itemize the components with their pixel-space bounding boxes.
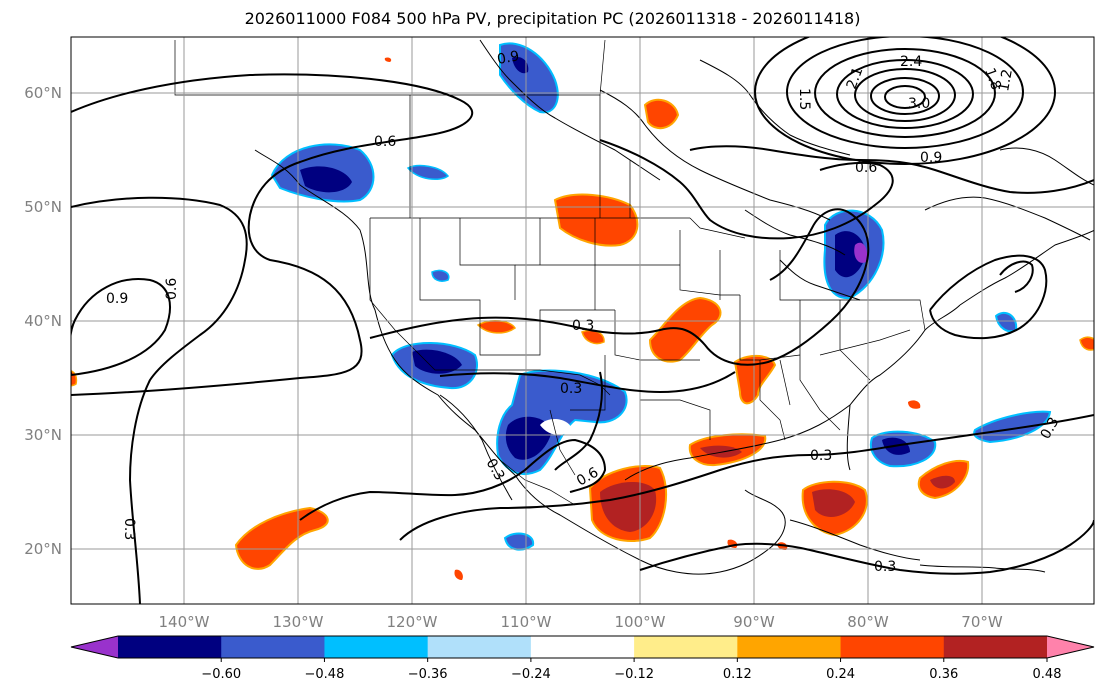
lon-label: 70°W	[961, 613, 1003, 631]
lat-label: 40°N	[24, 312, 62, 330]
colorbar-tick-label: 0.48	[1033, 667, 1062, 682]
state-borders	[174, 39, 926, 506]
lon-label: 120°W	[387, 613, 438, 631]
colorbar-outline	[70, 635, 1095, 659]
colorbar-segment	[324, 636, 429, 658]
map-title: 2026011000 F084 500 hPa PV, precipitatio…	[244, 9, 861, 28]
contour-label: 0.9	[496, 48, 521, 68]
colorbar-extend-high	[1047, 636, 1094, 658]
lon-label: 110°W	[501, 613, 552, 631]
pv-contours	[71, 37, 1094, 604]
contour-label: 0.9	[920, 150, 942, 166]
colorbar-tick-label: −0.48	[305, 667, 345, 682]
contour-label: 2.1	[844, 65, 867, 91]
colorbar-tick-label: −0.36	[408, 667, 448, 682]
colorbar-segment	[530, 636, 635, 658]
latitude-labels: 60°N 50°N 40°N 30°N 20°N	[24, 84, 62, 558]
lon-label: 140°W	[159, 613, 210, 631]
colorbar-tick-label: −0.60	[201, 667, 241, 682]
contour-label: 2.4	[900, 54, 922, 70]
map-frame	[70, 36, 1095, 605]
contour-label: 0.3	[810, 448, 832, 464]
colorbar-tick-label: 0.36	[929, 667, 958, 682]
colorbar-tick-label: −0.24	[511, 667, 551, 682]
contour-label: 0.9	[106, 291, 128, 307]
colorbar-segment	[943, 636, 1048, 658]
colorbar-segment	[427, 636, 532, 658]
contour-label: 0.3	[560, 381, 582, 397]
colorbar-segment	[840, 636, 945, 658]
colorbar-extend-low	[71, 636, 118, 658]
contour-label: 1.2	[996, 68, 1016, 93]
colorbar-segment	[634, 636, 738, 658]
gridlines	[71, 37, 1094, 604]
contour-label: 0.3	[572, 318, 594, 334]
lon-label: 100°W	[615, 613, 666, 631]
lat-label: 50°N	[24, 198, 62, 216]
contour-label: 0.6	[374, 134, 396, 150]
contour-label: 1.5	[796, 88, 812, 110]
lon-label: 130°W	[273, 613, 324, 631]
longitude-labels: 140°W 130°W 120°W 110°W 100°W 90°W 80°W …	[159, 613, 1003, 631]
colorbar: −0.60 −0.48 −0.36 −0.24 −0.12 0.12 0.24 0.36 0.4…	[70, 635, 1095, 682]
colorbar-tick-label: 0.12	[723, 667, 752, 682]
contour-label: 0.3	[121, 518, 137, 540]
colorbar-tick-label: 0.24	[826, 667, 855, 682]
lon-label: 80°W	[847, 613, 889, 631]
colorbar-segment	[221, 636, 325, 658]
colorbar-segment	[118, 636, 222, 658]
contour-labels: 0.6 0.9 0.6 0.3 0.3 0.3 0.6 0.3 0.3 0.9 …	[106, 48, 1063, 575]
lon-label: 90°W	[733, 613, 775, 631]
contour-label: 0.3	[874, 559, 896, 575]
contour-label: 0.6	[164, 278, 180, 300]
lat-label: 30°N	[24, 426, 62, 444]
contour-label: 3.0	[908, 96, 930, 112]
colorbar-tick-label: −0.12	[614, 667, 654, 682]
colorbar-segment	[737, 636, 842, 658]
lat-label: 60°N	[24, 84, 62, 102]
contour-label: 1.8	[981, 66, 1004, 92]
contour-label: 0.6	[855, 160, 877, 176]
lat-label: 20°N	[24, 540, 62, 558]
